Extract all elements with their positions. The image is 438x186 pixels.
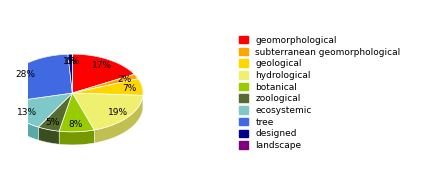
Polygon shape xyxy=(4,103,38,140)
Polygon shape xyxy=(2,54,72,103)
Text: 8%: 8% xyxy=(69,120,83,129)
Polygon shape xyxy=(59,93,94,132)
Text: 0%: 0% xyxy=(65,57,79,66)
Text: 13%: 13% xyxy=(17,108,36,117)
Text: 19%: 19% xyxy=(108,108,128,117)
Polygon shape xyxy=(2,54,68,116)
Polygon shape xyxy=(72,54,134,93)
Polygon shape xyxy=(59,130,94,145)
Polygon shape xyxy=(4,93,72,127)
Text: 7%: 7% xyxy=(122,84,137,92)
Polygon shape xyxy=(134,74,138,92)
Polygon shape xyxy=(38,93,72,131)
Polygon shape xyxy=(72,93,143,130)
Polygon shape xyxy=(68,54,72,67)
Polygon shape xyxy=(68,54,72,93)
Text: 5%: 5% xyxy=(46,118,60,127)
Text: 2%: 2% xyxy=(117,75,132,84)
Polygon shape xyxy=(72,54,134,87)
Polygon shape xyxy=(38,127,59,144)
Polygon shape xyxy=(72,74,138,93)
Polygon shape xyxy=(72,79,143,95)
Text: 1%: 1% xyxy=(63,57,78,66)
Text: 28%: 28% xyxy=(15,70,35,79)
Polygon shape xyxy=(138,79,143,108)
Text: 17%: 17% xyxy=(92,61,112,70)
Polygon shape xyxy=(94,95,143,143)
Legend: geomorphological, subterranean geomorphological, geological, hydrological, botan: geomorphological, subterranean geomorpho… xyxy=(237,34,401,152)
